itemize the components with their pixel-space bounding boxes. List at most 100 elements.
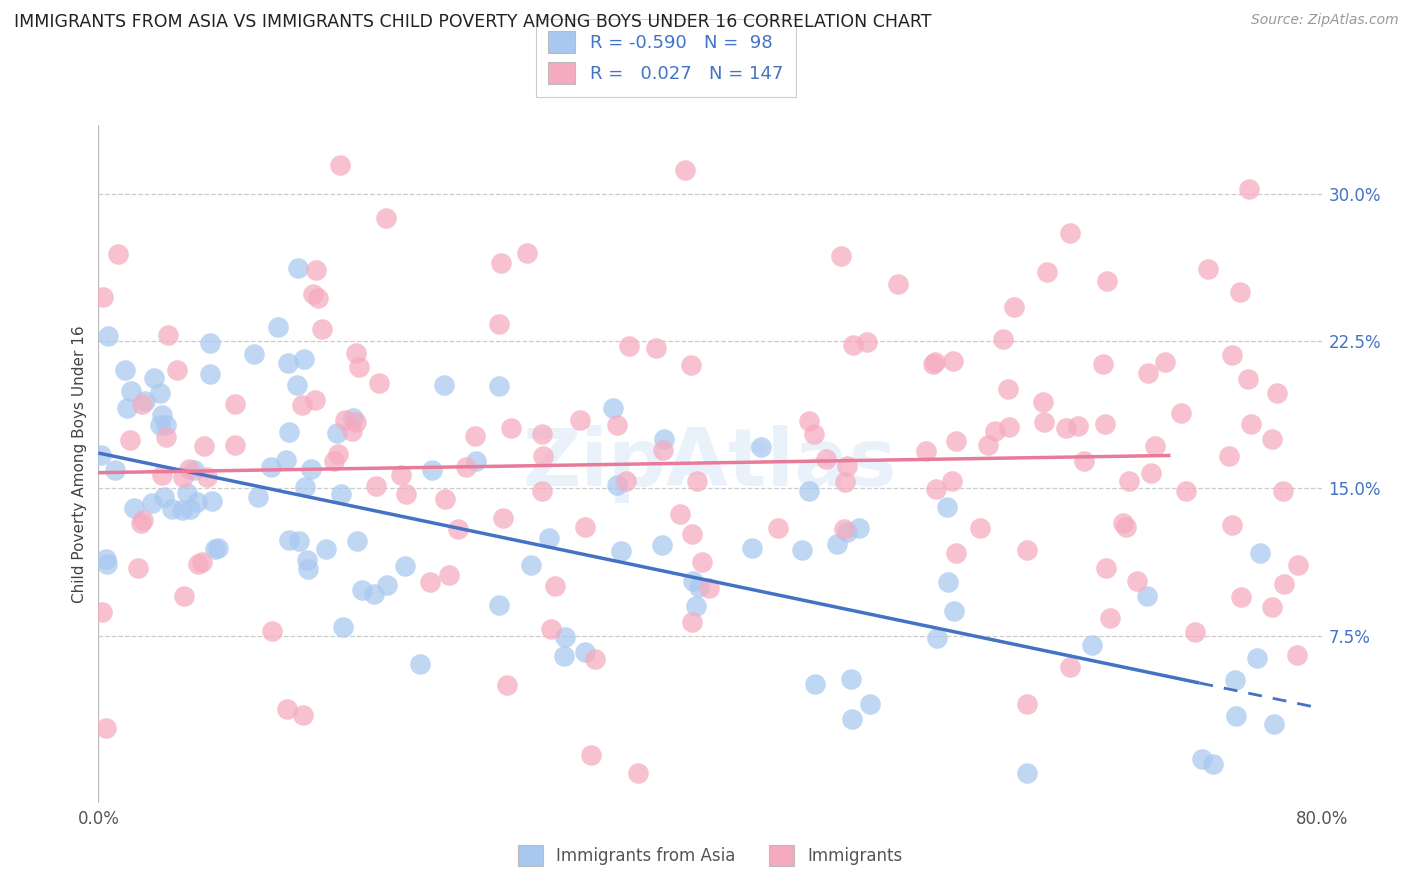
Point [651, 538, 673, 552]
Point [267, 320, 290, 334]
Point [127, 561, 149, 575]
Point [997, 420, 1019, 434]
Point [307, 291, 329, 305]
Point [766, 521, 789, 535]
Point [841, 712, 863, 726]
Point [1237, 372, 1260, 386]
Point [583, 651, 606, 665]
Point [1032, 395, 1054, 409]
Point [688, 581, 710, 595]
Point [1285, 648, 1308, 662]
Point [936, 574, 959, 589]
Point [1017, 698, 1039, 712]
Point [544, 579, 567, 593]
Point [1240, 417, 1263, 431]
Point [991, 332, 1014, 346]
Point [347, 359, 370, 374]
Point [155, 430, 177, 444]
Point [673, 163, 696, 178]
Point [207, 541, 229, 555]
Point [1261, 600, 1284, 615]
Point [1081, 638, 1104, 652]
Point [569, 413, 592, 427]
Point [346, 534, 368, 549]
Point [141, 496, 163, 510]
Point [91, 605, 114, 619]
Point [936, 500, 959, 515]
Point [1229, 285, 1251, 299]
Point [204, 541, 226, 556]
Point [277, 533, 299, 548]
Point [1015, 766, 1038, 780]
Point [114, 363, 136, 377]
Point [120, 384, 142, 399]
Text: Source: ZipAtlas.com: Source: ZipAtlas.com [1251, 13, 1399, 28]
Point [856, 334, 879, 349]
Point [287, 260, 309, 275]
Point [1225, 709, 1247, 723]
Point [790, 542, 813, 557]
Point [186, 495, 208, 509]
Point [155, 417, 177, 432]
Point [142, 371, 165, 385]
Point [464, 428, 486, 442]
Point [150, 467, 173, 482]
Point [537, 531, 560, 545]
Point [447, 522, 470, 536]
Point [274, 453, 297, 467]
Point [291, 398, 314, 412]
Text: IMMIGRANTS FROM ASIA VS IMMIGRANTS CHILD POVERTY AMONG BOYS UNDER 16 CORRELATION: IMMIGRANTS FROM ASIA VS IMMIGRANTS CHILD… [14, 13, 932, 31]
Point [299, 461, 322, 475]
Point [350, 582, 373, 597]
Point [681, 359, 703, 373]
Point [697, 581, 720, 595]
Point [1260, 433, 1282, 447]
Point [91, 290, 114, 304]
Point [690, 555, 713, 569]
Point [520, 558, 543, 572]
Point [132, 512, 155, 526]
Point [602, 401, 624, 415]
Point [1059, 660, 1081, 674]
Point [553, 648, 575, 663]
Point [195, 469, 218, 483]
Point [1097, 275, 1119, 289]
Point [1066, 418, 1088, 433]
Point [627, 766, 650, 780]
Point [97, 328, 120, 343]
Point [465, 454, 488, 468]
Point [1220, 517, 1243, 532]
Point [292, 352, 315, 367]
Point [332, 620, 354, 634]
Point [375, 578, 398, 592]
Point [1035, 265, 1057, 279]
Point [741, 541, 763, 555]
Point [488, 599, 510, 613]
Point [122, 501, 145, 516]
Point [581, 747, 603, 762]
Point [107, 247, 129, 261]
Point [302, 287, 325, 301]
Point [342, 425, 364, 439]
Point [1197, 261, 1219, 276]
Point [90, 448, 112, 462]
Point [682, 574, 704, 588]
Point [363, 586, 385, 600]
Point [1143, 439, 1166, 453]
Point [848, 521, 870, 535]
Point [530, 427, 553, 442]
Point [799, 483, 821, 498]
Y-axis label: Child Poverty Among Boys Under 16: Child Poverty Among Boys Under 16 [72, 325, 87, 603]
Text: ZipAtlas: ZipAtlas [523, 425, 897, 503]
Point [606, 478, 628, 492]
Point [344, 346, 367, 360]
Point [540, 622, 562, 636]
Point [304, 392, 326, 407]
Point [1202, 756, 1225, 771]
Point [574, 519, 596, 533]
Point [115, 401, 138, 415]
Point [243, 347, 266, 361]
Point [1091, 357, 1114, 371]
Point [942, 353, 965, 368]
Point [394, 487, 416, 501]
